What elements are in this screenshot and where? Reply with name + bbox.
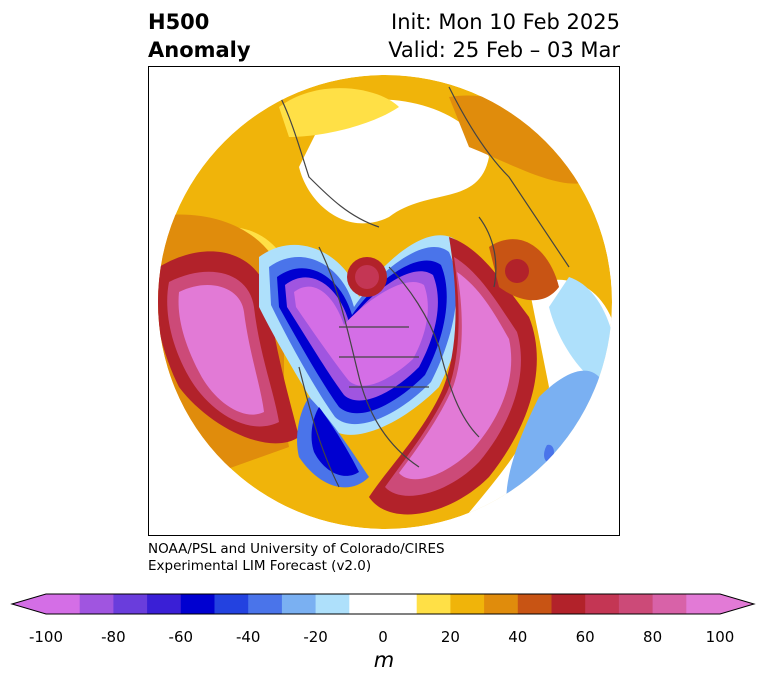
colorbar-bin bbox=[214, 594, 249, 614]
colorbar-tick-label: 60 bbox=[575, 628, 595, 646]
positive-anomaly-eurasia bbox=[449, 95, 599, 184]
colorbar-bin bbox=[618, 594, 654, 614]
colorbar-outline bbox=[10, 593, 756, 615]
colorbar-under-arrow bbox=[12, 594, 46, 614]
title-right: Init: Mon 10 Feb 2025 Valid: 25 Feb – 03… bbox=[388, 8, 620, 64]
colorbar-over-arrow bbox=[720, 594, 754, 614]
colorbar-bin bbox=[551, 594, 586, 614]
positive-anomaly-east-na-core bbox=[399, 272, 512, 480]
colorbar-tick-label: -100 bbox=[28, 628, 64, 646]
negative-anomaly-south-us-core bbox=[311, 407, 359, 476]
colorbar-tick-label: 0 bbox=[378, 628, 388, 646]
colorbar-bin bbox=[686, 594, 721, 614]
colorbar-bin bbox=[652, 594, 687, 614]
colorbar-bin bbox=[281, 594, 317, 614]
colorbar-bins bbox=[46, 594, 721, 614]
colorbar-bin bbox=[180, 594, 215, 614]
colorbar-bin bbox=[248, 594, 283, 614]
colorbar-bin bbox=[46, 594, 81, 614]
positive-anomaly-greenland-core bbox=[355, 265, 379, 289]
credit: NOAA/PSL and University of Colorado/CIRE… bbox=[148, 541, 445, 575]
credit-line2: Experimental LIM Forecast (v2.0) bbox=[148, 558, 372, 574]
neutral-region-arctic bbox=[299, 99, 489, 224]
weak-positive-siberia bbox=[279, 88, 399, 137]
colorbar-unit: m bbox=[373, 648, 395, 672]
colorbar-bin bbox=[315, 594, 350, 614]
valid-range: Valid: 25 Feb – 03 Mar bbox=[388, 38, 620, 62]
colorbar-tick-label: -20 bbox=[303, 628, 328, 646]
colorbar-tick-label: -40 bbox=[235, 628, 261, 646]
negative-anomaly-center bbox=[294, 282, 428, 386]
colorbar-bin bbox=[416, 594, 451, 614]
colorbar-tick-label: -60 bbox=[168, 628, 194, 646]
colorbar-tick-label: -80 bbox=[101, 628, 126, 646]
positive-anomaly-north-pacific-core bbox=[178, 284, 264, 415]
colorbar-bin bbox=[450, 594, 485, 614]
colorbar-tick-label: 100 bbox=[705, 628, 735, 646]
colorbar bbox=[10, 593, 756, 615]
title-left: H500 Anomaly bbox=[148, 8, 251, 64]
colorbar-bin bbox=[585, 594, 620, 614]
init-date: Init: Mon 10 Feb 2025 bbox=[391, 10, 620, 34]
colorbar-tick-label: 40 bbox=[508, 628, 528, 646]
colorbar-tick-label: 20 bbox=[440, 628, 460, 646]
map-frame bbox=[148, 66, 620, 536]
colorbar-bin bbox=[349, 594, 418, 614]
colorbar-ticks: -100 -80 -60 -40 -20 0 20 40 60 80 100 bbox=[0, 628, 768, 648]
colorbar-bin bbox=[147, 594, 182, 614]
colorbar-bin bbox=[484, 594, 519, 614]
title-type: Anomaly bbox=[148, 38, 251, 62]
title-variable: H500 bbox=[148, 10, 210, 34]
coastlines bbox=[268, 76, 570, 488]
anomaly-map bbox=[158, 75, 612, 529]
colorbar-tick-label: 80 bbox=[643, 628, 663, 646]
colorbar-bin bbox=[79, 594, 114, 614]
positive-anomaly-europe-core bbox=[505, 259, 529, 283]
colorbar-bin bbox=[517, 594, 552, 614]
colorbar-bin bbox=[113, 594, 148, 614]
credit-line1: NOAA/PSL and University of Colorado/CIRE… bbox=[148, 541, 445, 557]
